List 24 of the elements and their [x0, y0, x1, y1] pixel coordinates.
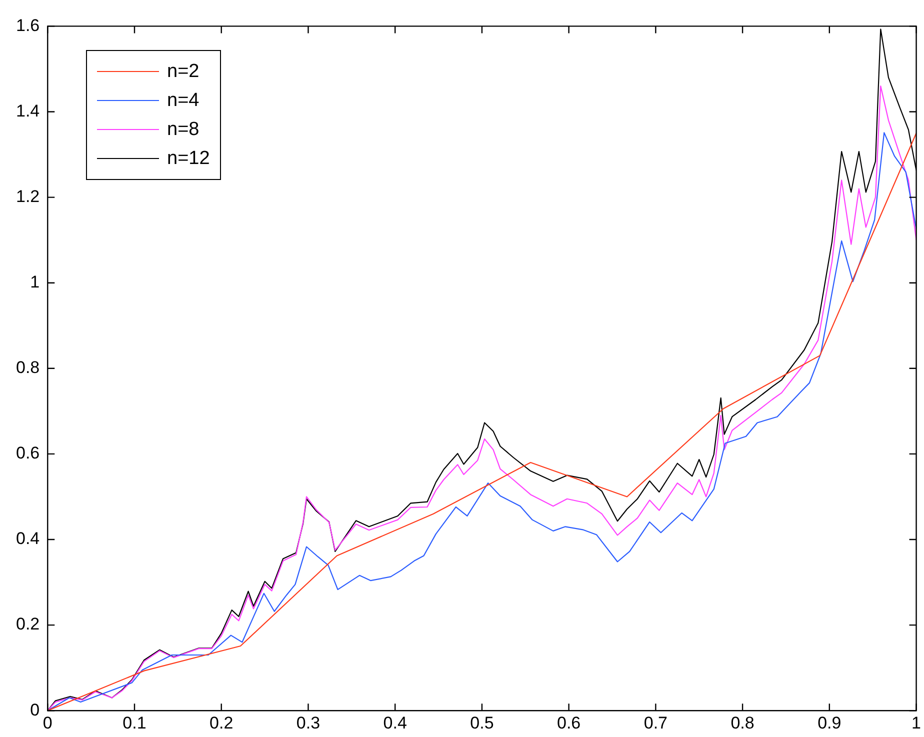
legend-label: n=12	[167, 148, 210, 170]
y-tick-label: 0.2	[16, 614, 40, 634]
x-tick-label: 0.5	[470, 713, 494, 732]
y-tick-label: 1.6	[16, 16, 40, 35]
x-tick-label: 0.4	[383, 713, 407, 732]
x-tick-label: 0.8	[730, 713, 754, 732]
y-tick-label: 1.2	[16, 186, 40, 206]
x-tick-label: 1	[912, 713, 922, 732]
legend-label: n=8	[167, 118, 200, 140]
y-tick-label: 0.8	[16, 358, 40, 378]
y-tick-label: 0.6	[16, 444, 40, 463]
x-tick-label: 0.7	[644, 713, 668, 732]
x-tick-label: 0.6	[556, 713, 581, 732]
x-tick-label: 0.1	[122, 713, 146, 732]
y-tick-label: 0	[30, 700, 40, 720]
x-tick-label: 0	[42, 713, 52, 732]
legend-label: n=2	[167, 60, 200, 82]
x-tick-label: 0.3	[296, 713, 320, 732]
y-tick-label: 0.4	[16, 529, 40, 548]
x-tick-label: 0.9	[818, 713, 842, 732]
legend-label: n=4	[167, 90, 200, 112]
y-tick-label: 1.4	[16, 101, 40, 120]
x-tick-label: 0.2	[210, 713, 234, 732]
y-tick-label: 1	[30, 272, 40, 292]
